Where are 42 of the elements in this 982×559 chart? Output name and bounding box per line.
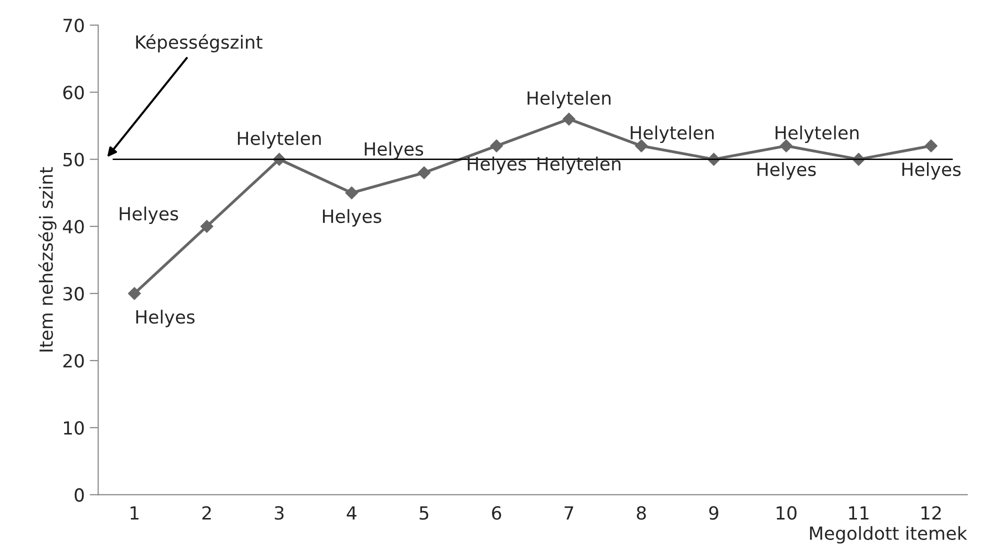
y-tick-label: 0 [74, 488, 84, 502]
y-tick-label: 30 [63, 286, 84, 301]
x-tick-label: 2 [202, 506, 211, 520]
y-tick-label: 20 [63, 354, 84, 368]
x-tick-label: 4 [346, 506, 356, 520]
x-tick-label: 12 [922, 506, 941, 520]
annotation: Helyes [758, 162, 816, 180]
annotation: Helyes [136, 310, 195, 328]
annotation: Helyes [322, 209, 382, 227]
x-tick-label: 10 [776, 506, 796, 520]
annotation: Helytelen [238, 131, 321, 149]
point [418, 166, 431, 180]
annotation: Helytelen [776, 126, 859, 144]
y-tick-label: 60 [63, 86, 84, 100]
annotation: Helyes [120, 206, 178, 224]
x-tick-label: 8 [636, 506, 646, 520]
y-tick-label: 40 [62, 220, 84, 234]
point [562, 112, 576, 126]
y-tick-label: 50 [63, 152, 84, 166]
x-axis-title: Megoldott itemek [810, 526, 968, 544]
x-tick-label: 11 [849, 506, 868, 520]
y-tick-label: 70 [64, 18, 84, 32]
y-tick-label: 10 [64, 421, 84, 435]
x-tick-label: 9 [709, 506, 718, 520]
x-tick-label: 3 [274, 506, 284, 520]
point [128, 287, 141, 300]
annotation: Helytelen [528, 90, 610, 108]
x-tick-label: 1 [130, 506, 138, 520]
point [490, 139, 503, 152]
x-tick-label: 6 [492, 506, 502, 520]
point [924, 139, 938, 152]
point [345, 186, 358, 200]
annotation: Helytelen [630, 126, 714, 144]
x-tick-label: 7 [564, 506, 574, 520]
annotation: Helytelen [538, 156, 620, 174]
x-tick-label: 5 [420, 506, 428, 520]
annotation: Helyes [364, 142, 424, 160]
ref-line-label: Képességszint [136, 34, 262, 52]
y-axis-title: Item nehézségi szint [38, 167, 56, 352]
annotation: Helyes [902, 162, 961, 180]
annotation: Helyes [468, 156, 526, 174]
point [200, 220, 214, 233]
